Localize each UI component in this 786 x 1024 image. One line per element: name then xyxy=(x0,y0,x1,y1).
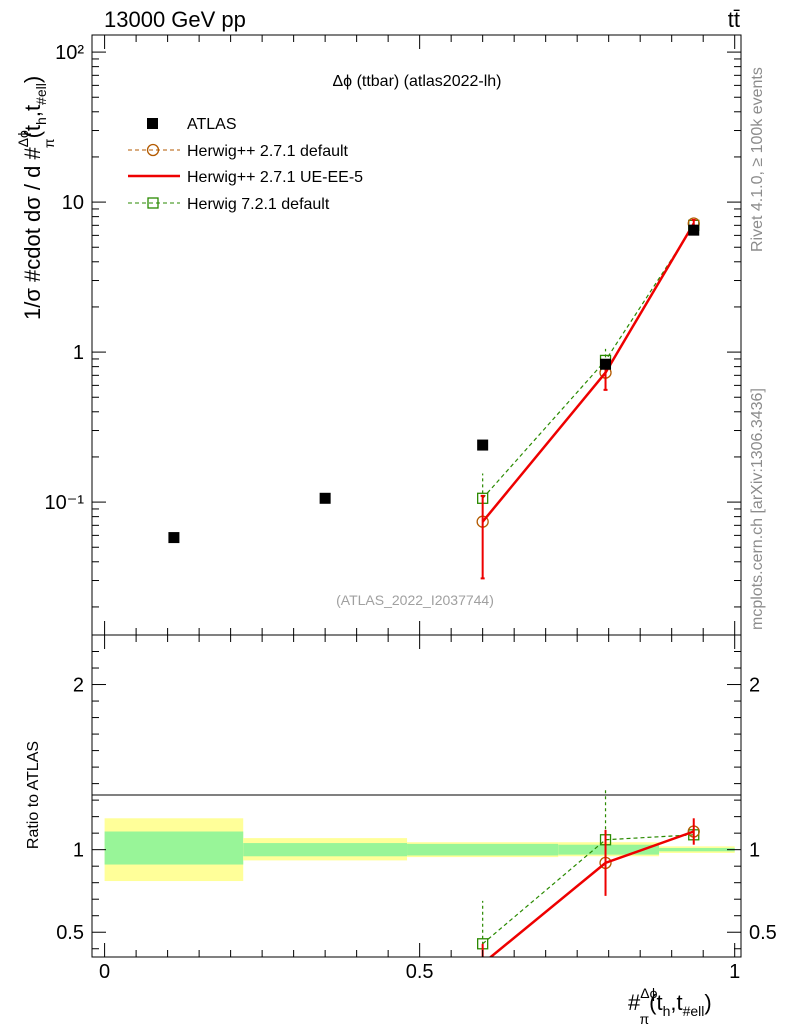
legend-label-atlas: ATLAS xyxy=(187,116,237,133)
main-y-tick-label: 10⁻¹ xyxy=(45,492,85,514)
legend: ATLAS Herwig++ 2.7.1 default Herwig++ 2.… xyxy=(128,116,363,213)
main-y-tick-label: 1 xyxy=(73,342,84,364)
ratio-y-tick-label-right: 0.5 xyxy=(749,922,777,944)
main-y-axis-label: 1/σ #cdot dσ / d #Δϕ π(th,t#ell) xyxy=(15,76,57,320)
atlas-data-point xyxy=(688,224,700,236)
ratio-y-tick-label-left: 2 xyxy=(73,675,84,697)
main-axis-ticks: 10⁻¹ 1 10 10² xyxy=(45,35,741,635)
legend-label-herwig7: Herwig 7.2.1 default xyxy=(187,196,330,213)
x-axis-label: #Δϕ π(th,t#ell) xyxy=(628,985,712,1024)
main-series-line-1 xyxy=(481,222,695,523)
x-tick-label: 1 xyxy=(729,961,740,983)
ratio-frame xyxy=(91,634,742,958)
ratio-axis-ticks: 0 0.5 1 0.5 0.5 1 1 2 2 xyxy=(56,635,777,983)
main-panel: Δϕ (ttbar) (atlas2022-lh) (ATLAS_2022_I2… xyxy=(45,34,742,636)
ratio-y-tick-label-left: 1 xyxy=(73,840,84,862)
ratio-y-tick-label-right: 2 xyxy=(749,675,760,697)
legend-item-atlas: ATLAS xyxy=(147,116,237,133)
main-data-layer xyxy=(168,224,700,544)
legend-item-herwig-ueee5: Herwig++ 2.7.1 UE-EE-5 xyxy=(128,169,363,186)
process-label: tt̄ xyxy=(728,7,740,32)
ratio-y-axis-label: Ratio to ATLAS xyxy=(25,741,42,849)
ratio-band-inner xyxy=(659,848,735,852)
main-series-layer xyxy=(476,217,700,580)
main-series-line-2 xyxy=(482,224,695,499)
ratio-y-tick-label-left: 0.5 xyxy=(56,922,84,944)
ratio-band-layer xyxy=(104,818,735,882)
ratio-panel: 0 0.5 1 0.5 0.5 1 1 2 2 Ratio to ATLAS xyxy=(25,634,777,983)
atlas-data-point xyxy=(168,532,180,544)
ratio-band-inner xyxy=(104,831,244,865)
legend-marker-herwig7 xyxy=(147,197,159,209)
ratio-series-layer xyxy=(477,790,700,969)
mcplots-source-text: mcplots.cern.ch [arXiv:1306.3436] xyxy=(749,388,766,630)
legend-marker-herwig-default xyxy=(146,143,160,157)
legend-item-herwig-default: Herwig++ 2.7.1 default xyxy=(128,143,349,160)
legend-marker-atlas xyxy=(147,118,158,129)
main-y-tick-label: 10² xyxy=(55,42,84,64)
main-series-line-0 xyxy=(482,223,695,523)
x-tick-label: 0 xyxy=(99,961,110,983)
legend-label-herwig-ueee5: Herwig++ 2.7.1 UE-EE-5 xyxy=(187,169,363,186)
atlas-data-point xyxy=(319,492,331,504)
atlas-data-point xyxy=(600,358,612,370)
main-y-tick-label: 10 xyxy=(62,192,84,214)
ratio-band-inner xyxy=(407,843,559,856)
ratio-y-tick-label-right: 1 xyxy=(749,840,760,862)
x-axis-label-text: #Δϕ π(th,t#ell) xyxy=(628,985,712,1024)
x-tick-label: 0.5 xyxy=(406,961,434,983)
legend-item-herwig7: Herwig 7.2.1 default xyxy=(128,196,330,213)
analysis-id-label: (ATLAS_2022_I2037744) xyxy=(336,592,494,608)
ratio-band-inner xyxy=(558,844,660,855)
atlas-data-point xyxy=(477,439,489,451)
energy-label: 13000 GeV pp xyxy=(104,7,246,32)
ratio-series-line-2 xyxy=(482,834,694,945)
legend-label-herwig-default: Herwig++ 2.7.1 default xyxy=(187,143,349,160)
plot-title: Δϕ (ttbar) (atlas2022-lh) xyxy=(332,73,501,90)
rivet-version-text: Rivet 4.1.0, ≥ 100k events xyxy=(749,67,766,252)
ratio-series-point-0 xyxy=(477,958,488,969)
ratio-band-inner xyxy=(243,843,408,857)
main-y-axis-label-text: 1/σ #cdot dσ / d #Δϕ π(th,t#ell) xyxy=(15,76,57,320)
